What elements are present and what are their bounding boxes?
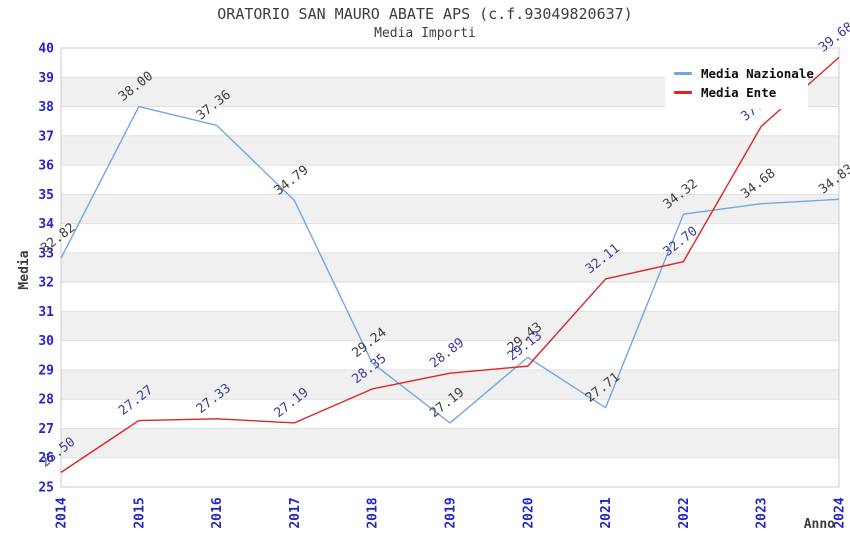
legend-line-swatch-icon <box>674 72 692 75</box>
y-tick-label: 34 <box>38 217 54 232</box>
x-tick-label: 2018 <box>366 497 381 528</box>
point-label: 39.68 <box>816 20 850 56</box>
point-label: 34.79 <box>272 163 312 199</box>
x-tick-label: 2015 <box>132 497 147 528</box>
x-tick-label: 2017 <box>288 497 303 528</box>
grid-band <box>61 252 839 283</box>
grid-band <box>61 194 839 224</box>
x-tick-label: 2019 <box>444 497 459 528</box>
point-label: 34.83 <box>816 162 850 198</box>
y-tick-label: 26 <box>38 451 54 466</box>
plot-frame <box>60 47 840 488</box>
x-tick-label: 2021 <box>599 497 614 528</box>
x-tick-label: 2016 <box>210 497 225 528</box>
y-tick-label: 33 <box>38 246 54 261</box>
series-line-media-ente <box>60 56 840 473</box>
y-tick-label: 31 <box>38 305 54 320</box>
y-tick-label: 25 <box>38 481 54 496</box>
grid-band <box>61 428 839 458</box>
y-axis-title: Media <box>17 250 32 289</box>
grid-band <box>61 311 839 341</box>
series-line-media-nazionale <box>60 105 840 424</box>
chart-legend: Media Nazionale Media Ente <box>665 57 814 109</box>
x-tick-label: 2022 <box>677 497 692 528</box>
grid-lines <box>61 76 839 459</box>
y-tick-label: 35 <box>38 188 54 203</box>
x-tick-label: 2014 <box>55 497 70 528</box>
x-tick-label: 2023 <box>755 497 770 528</box>
y-tick-label: 39 <box>38 71 54 86</box>
y-tick-label: 37 <box>38 129 54 144</box>
legend-item-media-ente: Media Ente <box>674 83 808 102</box>
y-tick-labels: 25 26 27 28 29 30 31 32 33 34 35 36 37 38 39 40 <box>38 42 54 496</box>
y-tick-label: 29 <box>38 363 54 378</box>
legend-item-media-nazionale: Media Nazionale <box>674 64 814 83</box>
y-tick-label: 30 <box>38 334 54 349</box>
y-tick-label: 40 <box>38 42 54 57</box>
chart-subtitle: Media Importi <box>374 26 476 41</box>
grid-band <box>61 135 839 166</box>
grid-bands <box>61 77 839 458</box>
legend-line-swatch-icon <box>674 91 692 94</box>
y-tick-label: 38 <box>38 100 54 115</box>
grid-band <box>61 369 839 400</box>
x-tick-labels: 2014 2015 2016 2017 2018 2019 2020 2021 2022 2023… <box>55 497 848 528</box>
x-tick-label: 2024 <box>833 497 848 528</box>
x-tick-label: 2020 <box>521 497 536 528</box>
legend-label: Media Nazionale <box>701 66 814 81</box>
y-tick-label: 28 <box>38 393 54 408</box>
y-tick-label: 32 <box>38 276 54 291</box>
y-tick-label: 27 <box>38 422 54 437</box>
y-tick-label: 36 <box>38 159 54 174</box>
point-labels-media-nazionale: 32.8238.0037.3634.7929.2427.1929.4327.71… <box>38 69 850 421</box>
x-axis-title: Anno <box>804 517 835 532</box>
chart-title: ORATORIO SAN MAURO ABATE APS (c.f.930498… <box>217 5 633 23</box>
legend-label: Media Ente <box>701 85 777 100</box>
